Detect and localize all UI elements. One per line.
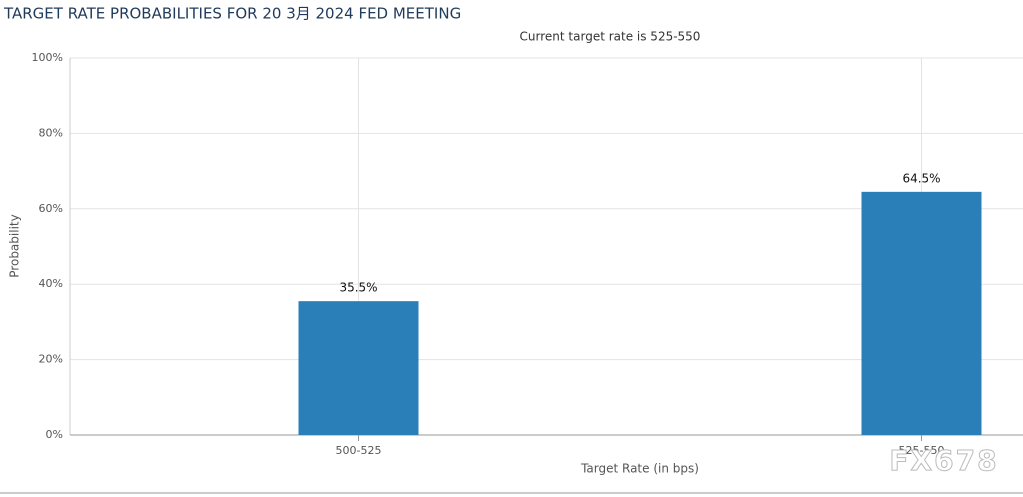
y-axis-label: Probability <box>8 214 22 277</box>
bar <box>861 191 982 435</box>
x-axis-label: Target Rate (in bps) <box>580 462 699 476</box>
value-label: 35.5% <box>339 281 377 295</box>
y-tick-label: 100% <box>32 51 63 64</box>
y-tick-label: 0% <box>46 428 63 441</box>
watermark: FX678 <box>889 444 998 477</box>
chart-subtitle: Current target rate is 525-550 <box>520 30 701 44</box>
y-tick-label: 20% <box>39 353 63 366</box>
x-tick-label: 500-525 <box>336 444 382 457</box>
y-tick-label: 60% <box>39 202 63 215</box>
value-label: 64.5% <box>902 171 940 185</box>
chart-title: TARGET RATE PROBABILITIES FOR 20 3月 2024… <box>3 5 461 23</box>
y-tick-label: 80% <box>39 126 63 139</box>
y-tick-label: 40% <box>39 277 63 290</box>
bar <box>298 301 419 435</box>
x-tick-label: 525-550 <box>899 444 945 457</box>
